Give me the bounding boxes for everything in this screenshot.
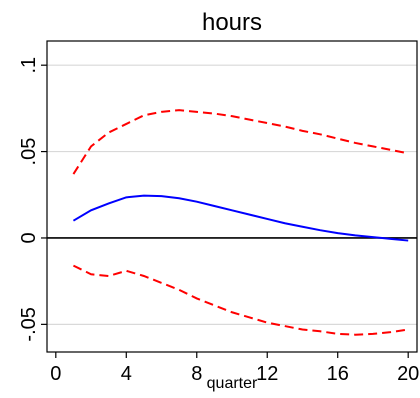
chart-title: hours [202, 9, 262, 36]
x-tick-label: 4 [121, 363, 132, 385]
y-tick-label: 0 [18, 232, 40, 243]
x-tick-label: 0 [50, 363, 61, 385]
y-tick-label: .1 [18, 57, 40, 74]
axes: -.05 0 .05 .1 0 4 8 12 16 20 [18, 40, 419, 385]
series-group [72, 109, 409, 336]
series-line-lower-band [72, 264, 409, 336]
series-line-upper-band [72, 109, 409, 175]
x-axis-label: quarter [207, 375, 258, 392]
y-tick-label: .05 [18, 138, 40, 166]
series-line-estimate [72, 194, 409, 242]
x-tick-label: 8 [191, 363, 202, 385]
x-tick-label: 12 [256, 363, 278, 385]
plot-border [46, 40, 418, 353]
x-tick-label: 20 [397, 363, 419, 385]
x-tick-label: 16 [327, 363, 349, 385]
gridlines [47, 64, 417, 325]
y-tick-label: -.05 [18, 307, 40, 341]
